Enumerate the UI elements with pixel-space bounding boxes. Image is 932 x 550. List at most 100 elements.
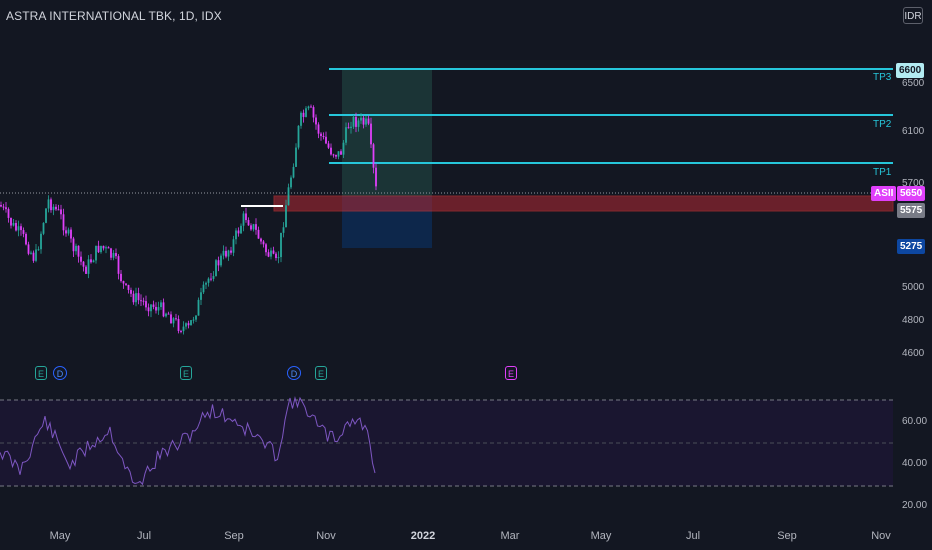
time-tick: Mar — [500, 530, 520, 542]
candle-body — [85, 266, 87, 274]
candle-body — [220, 255, 222, 266]
support-zone[interactable] — [273, 195, 894, 212]
candle-body — [245, 213, 247, 221]
candle-body — [345, 127, 347, 143]
candle-body — [150, 304, 152, 312]
candle-body — [192, 319, 195, 321]
candle-body — [52, 206, 55, 211]
candle-body — [12, 223, 15, 226]
candle-body — [110, 248, 112, 258]
candle-body — [337, 151, 340, 157]
price-tick: 6500 — [902, 78, 925, 89]
candle-body — [257, 229, 260, 239]
position-profit-box[interactable] — [342, 69, 432, 196]
candle-body — [27, 244, 30, 254]
time-tick: Jul — [685, 530, 701, 542]
candle-body — [282, 227, 285, 233]
candle-body — [302, 112, 305, 117]
candle-body — [7, 209, 10, 218]
candle-body — [275, 253, 277, 258]
candle-body — [140, 300, 142, 302]
tp3-label: TP3 — [873, 72, 892, 83]
earnings-event-icon[interactable]: E — [35, 366, 47, 380]
tp3-price-tag: 6600 — [896, 63, 925, 78]
time-tick: 2022 — [410, 530, 436, 542]
candle-body — [157, 307, 160, 311]
candle-body — [117, 256, 120, 274]
candle-body — [367, 118, 370, 124]
candle-body — [260, 238, 262, 242]
upcoming-earnings-event-icon[interactable]: E — [505, 366, 517, 380]
candle-body — [262, 241, 265, 245]
candle-body — [355, 116, 357, 127]
time-tick: May — [590, 530, 612, 542]
candle-body — [325, 136, 327, 144]
candle-body — [75, 245, 77, 252]
candle-body — [270, 250, 272, 257]
time-tick: Nov — [871, 530, 891, 542]
candle-body — [305, 108, 307, 117]
candle-body — [5, 207, 7, 210]
candle-body — [225, 250, 227, 257]
candle-body — [62, 214, 65, 231]
candle-body — [145, 301, 147, 308]
earnings-event-icon[interactable]: E — [180, 366, 192, 380]
candle-body — [285, 205, 287, 228]
candle-body — [45, 208, 47, 223]
candle-body — [185, 323, 187, 327]
candle-body — [267, 252, 270, 257]
candle-body — [112, 253, 115, 258]
candle-body — [370, 123, 372, 145]
earnings-event-icon[interactable]: E — [315, 366, 327, 380]
candle-body — [292, 166, 295, 178]
candle-body — [147, 307, 150, 312]
rsi-tick: 20.00 — [902, 500, 928, 511]
candle-body — [165, 313, 167, 317]
dividend-event-icon[interactable]: D — [53, 366, 67, 380]
candle-body — [297, 125, 300, 148]
candle-body — [357, 120, 360, 127]
candle-body — [205, 282, 207, 285]
candle-body — [365, 118, 367, 125]
candle-body — [15, 223, 17, 231]
rsi-tick: 60.00 — [902, 416, 928, 427]
candle-body — [310, 106, 312, 108]
candle-body — [0, 205, 2, 207]
candle-body — [250, 225, 252, 230]
candle-body — [42, 222, 45, 234]
candle-body — [175, 318, 177, 320]
dividend-event-icon[interactable]: D — [287, 366, 301, 380]
candle-body — [70, 229, 72, 239]
candle-body — [232, 239, 235, 253]
candle-body — [210, 278, 212, 280]
candle-body — [67, 229, 70, 234]
zone-price-tag: 5575 — [897, 203, 926, 218]
rsi-tick: 40.00 — [902, 458, 928, 469]
candle-body — [230, 250, 232, 253]
candle-body — [295, 147, 297, 167]
candle-body — [320, 133, 322, 137]
candle-body — [125, 283, 127, 285]
chart-title: ASTRA INTERNATIONAL TBK, 1D, IDX — [6, 9, 222, 23]
candle-body — [317, 124, 320, 134]
currency-button[interactable]: IDR — [903, 7, 923, 24]
candle-body — [247, 220, 250, 226]
candle-body — [287, 187, 290, 206]
candle-body — [375, 167, 377, 187]
candle-body — [195, 315, 197, 320]
candle-body — [300, 112, 302, 126]
candle-body — [22, 230, 25, 234]
time-tick: Jul — [136, 530, 152, 542]
stop-price-tag: 5275 — [897, 239, 926, 254]
time-tick: May — [49, 530, 71, 542]
candle-body — [120, 273, 122, 282]
candle-body — [90, 259, 92, 263]
candle-body — [342, 142, 345, 155]
candle-body — [272, 250, 275, 254]
candle-body — [212, 275, 215, 279]
time-tick: Nov — [316, 530, 336, 542]
candle-body — [372, 144, 375, 168]
candle-body — [100, 245, 102, 253]
candle-body — [215, 260, 217, 276]
